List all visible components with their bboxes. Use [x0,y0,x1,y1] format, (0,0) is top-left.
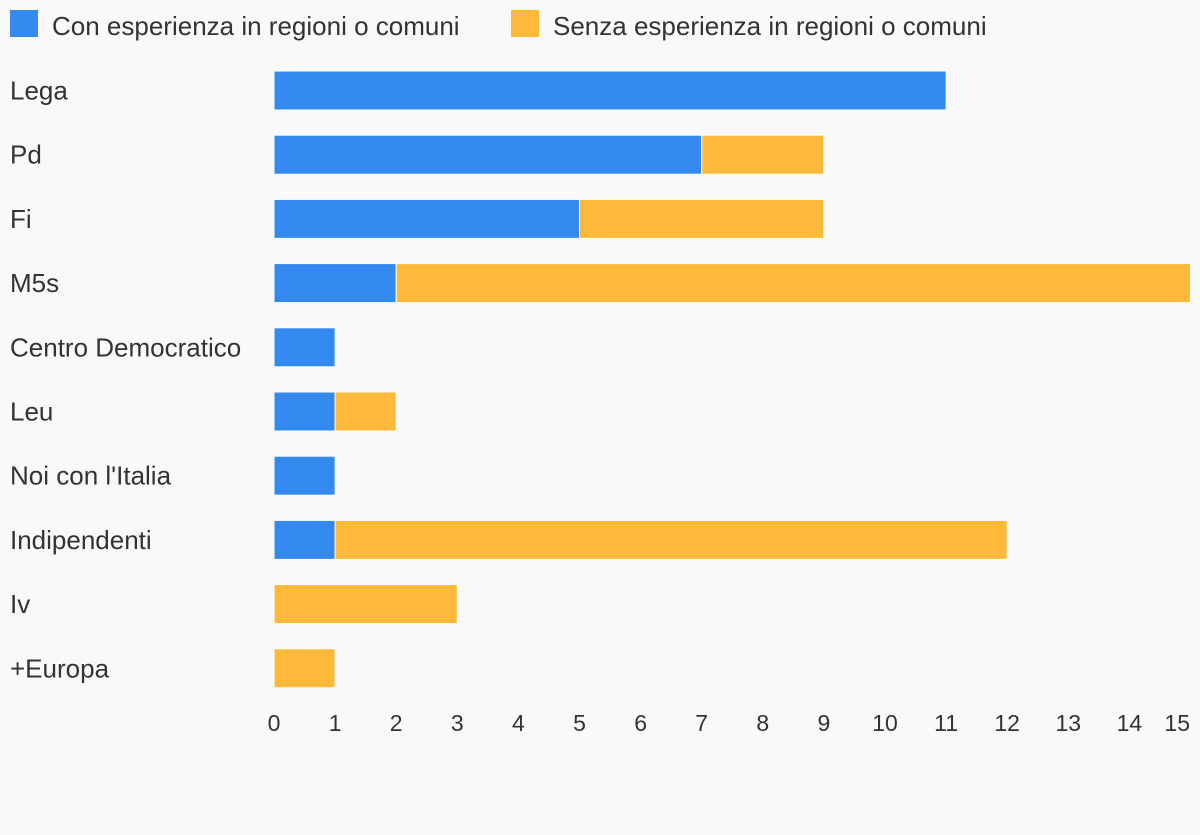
x-tick-label: 13 [1056,710,1082,736]
bar-segment [273,519,336,560]
bar-segment [273,327,336,368]
x-tick-label: 11 [934,710,958,736]
bar-segment [273,70,947,111]
bars [273,70,1191,689]
bar-segment [273,455,336,496]
category-label: Leu [10,397,53,427]
x-tick-label: 10 [872,710,898,736]
bar-segment [395,263,1191,304]
category-label: Iv [10,589,30,619]
bar-segment [273,391,336,432]
legend-swatch-1 [511,10,539,37]
x-tick-label: 4 [512,710,525,736]
legend-label-0: Con esperienza in regioni o comuni [52,11,460,41]
x-tick-label: 12 [994,710,1020,736]
category-label: +Europa [10,653,110,683]
x-tick-label: 5 [573,710,586,736]
bar-segment [273,198,580,239]
x-tick-label: 2 [390,710,403,736]
x-axis: 0 1 2 3 4 5 6 7 8 9 10 11 12 13 14 15 [268,710,1190,736]
bar-segment [273,648,336,689]
category-label: M5s [10,268,59,298]
legend: Con esperienza in regioni o comuni Senza … [10,10,987,41]
category-label: Indipendenti [10,525,152,555]
bar-segment [334,519,1008,560]
bar-segment [334,391,397,432]
category-label: Pd [10,140,42,170]
x-tick-label: 14 [1117,710,1143,736]
bar-segment [701,134,825,175]
legend-label-1: Senza esperienza in regioni o comuni [553,11,987,41]
x-tick-label: 9 [818,710,831,736]
x-tick-label: 3 [451,710,464,736]
category-labels: Lega Pd Fi M5s Centro Democratico Leu Noi con … [10,76,241,684]
x-tick-label: 6 [634,710,647,736]
bar-segment [273,134,703,175]
category-label: Fi [10,204,32,234]
legend-swatch-0 [10,10,38,37]
x-tick-label: 8 [756,710,769,736]
x-tick-label: 1 [329,710,342,736]
category-label: Lega [10,76,68,106]
x-tick-label: 7 [695,710,708,736]
category-label: Noi con l'Italia [10,461,172,491]
category-label: Centro Democratico [10,332,241,362]
bar-segment [273,584,458,625]
bar-segment [579,198,825,239]
x-tick-label: 15 [1164,710,1190,736]
x-tick-label: 0 [268,710,281,736]
bar-segment [273,263,397,304]
